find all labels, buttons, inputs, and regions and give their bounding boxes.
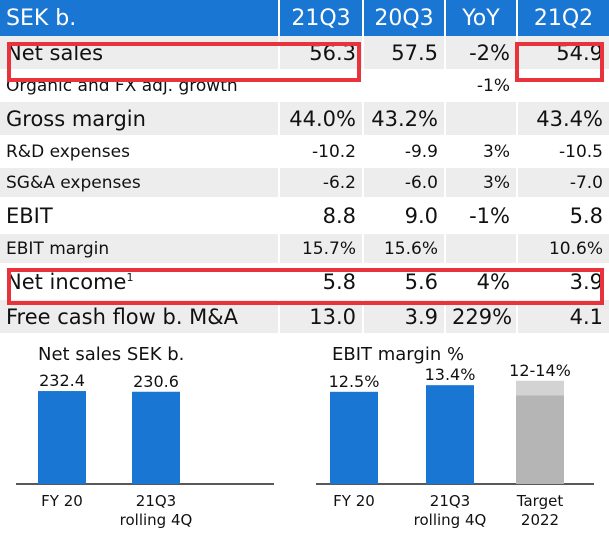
cell-21q3: -6.2 — [279, 167, 364, 199]
cell-yoy: 3% — [445, 136, 518, 168]
table-row: Net sales 56.3 57.5 -2% 54.9 — [0, 36, 609, 71]
cell-20q3: -9.9 — [363, 136, 446, 168]
cell-yoy — [445, 101, 518, 137]
table-row: Free cash flow b. M&A 13.0 3.9 229% 4.1 — [0, 299, 609, 335]
data-label: 232.4 — [39, 371, 85, 390]
category-label: 21Q3 — [430, 492, 470, 510]
row-label-text: R&D expenses — [6, 141, 130, 162]
table-row: EBIT margin 15.7% 15.6% 10.6% — [0, 233, 609, 265]
table-header-row: SEK b. 21Q3 20Q3 YoY 21Q2 — [0, 0, 609, 36]
bar — [38, 391, 86, 484]
row-label: Free cash flow b. M&A — [0, 299, 280, 335]
cell-21q2: 10.6% — [517, 233, 609, 265]
cell-21q3: -10.2 — [279, 136, 364, 168]
row-label-text: Net income — [6, 269, 127, 294]
row-label: EBIT margin — [0, 233, 280, 265]
cell-yoy — [445, 233, 518, 265]
cell-20q3: 15.6% — [363, 233, 446, 265]
table-row: Organic and FX adj. growth -1% — [0, 70, 609, 102]
row-label-text: Net sales — [6, 40, 104, 65]
cell-yoy: 3% — [445, 167, 518, 199]
cell-21q3: 8.8 — [279, 198, 364, 234]
cell-21q3: 56.3 — [279, 36, 364, 71]
row-label-text: Gross margin — [6, 106, 146, 131]
cell-21q2: 5.8 — [517, 198, 609, 234]
bar — [132, 391, 180, 484]
cell-20q3: -6.0 — [363, 167, 446, 199]
header-cell-21q3: 21Q3 — [279, 0, 364, 36]
category-label: FY 20 — [333, 492, 375, 510]
row-label: SG&A expenses — [0, 167, 280, 199]
category-label: 21Q3 — [136, 492, 176, 510]
data-label: 12-14% — [509, 361, 571, 380]
cell-21q2: 54.9 — [517, 36, 609, 71]
header-cell-yoy: YoY — [445, 0, 518, 36]
row-label: R&D expenses — [0, 136, 280, 168]
category-label: FY 20 — [41, 492, 83, 510]
table-row: SG&A expenses -6.2 -6.0 3% -7.0 — [0, 167, 609, 199]
cell-21q2: -7.0 — [517, 167, 609, 199]
cell-20q3: 57.5 — [363, 36, 446, 71]
row-label-text: Free cash flow b. M&A — [6, 304, 239, 329]
financial-table: SEK b. 21Q3 20Q3 YoY 21Q2 Net sales 56.3 5… — [0, 0, 609, 335]
table-row: Net income1 5.8 5.6 4% 3.9 — [0, 264, 609, 300]
header-cell-21q2: 21Q2 — [517, 0, 609, 36]
row-label: EBIT — [0, 198, 280, 234]
cell-20q3: 43.2% — [363, 101, 446, 137]
cell-21q2: 3.9 — [517, 264, 609, 300]
cell-21q3: 5.8 — [279, 264, 364, 300]
cell-21q2: -10.5 — [517, 136, 609, 168]
cell-21q2: 43.4% — [517, 101, 609, 137]
data-label: 12.5% — [329, 372, 380, 391]
cell-21q3: 13.0 — [279, 299, 364, 335]
cell-yoy: 229% — [445, 299, 518, 335]
header-cell-20q3: 20Q3 — [363, 0, 446, 36]
row-label: Net sales — [0, 36, 280, 71]
cell-20q3 — [363, 70, 446, 102]
target-base-bar — [516, 395, 564, 484]
row-label: Gross margin — [0, 101, 280, 137]
cell-yoy: -1% — [445, 70, 518, 102]
data-label: 230.6 — [133, 372, 179, 391]
row-label-text: EBIT — [6, 203, 53, 228]
cell-yoy: 4% — [445, 264, 518, 300]
category-label: 2022 — [521, 511, 559, 529]
chart-title-ebit-margin: EBIT margin % — [332, 344, 465, 365]
table-row: R&D expenses -10.2 -9.9 3% -10.5 — [0, 136, 609, 168]
category-label: rolling 4Q — [414, 511, 487, 529]
cell-21q3: 15.7% — [279, 233, 364, 265]
row-label: Net income1 — [0, 264, 280, 300]
category-label: Target — [516, 492, 564, 510]
category-label: rolling 4Q — [120, 511, 193, 529]
cell-20q3: 5.6 — [363, 264, 446, 300]
table-row: EBIT 8.8 9.0 -1% 5.8 — [0, 198, 609, 234]
cell-yoy: -2% — [445, 36, 518, 71]
footnote-marker: 1 — [126, 270, 134, 284]
row-label-text: Organic and FX adj. growth — [6, 75, 238, 96]
bar — [426, 385, 474, 484]
data-label: 13.4% — [425, 365, 476, 384]
cell-21q3: 44.0% — [279, 101, 364, 137]
row-label-text: SG&A expenses — [6, 172, 141, 193]
row-label-text: EBIT margin — [6, 238, 110, 259]
cell-yoy: -1% — [445, 198, 518, 234]
cell-20q3: 3.9 — [363, 299, 446, 335]
cell-21q2: 4.1 — [517, 299, 609, 335]
table-row: Gross margin 44.0% 43.2% 43.4% — [0, 101, 609, 137]
bar — [330, 391, 378, 484]
cell-21q3 — [279, 70, 364, 102]
cell-20q3: 9.0 — [363, 198, 446, 234]
cell-21q2 — [517, 70, 609, 102]
header-cell-unit: SEK b. — [0, 0, 280, 36]
target-range-bar — [516, 380, 564, 396]
chart-title-net-sales: Net sales SEK b. — [38, 344, 185, 365]
row-label: Organic and FX adj. growth — [0, 70, 280, 102]
